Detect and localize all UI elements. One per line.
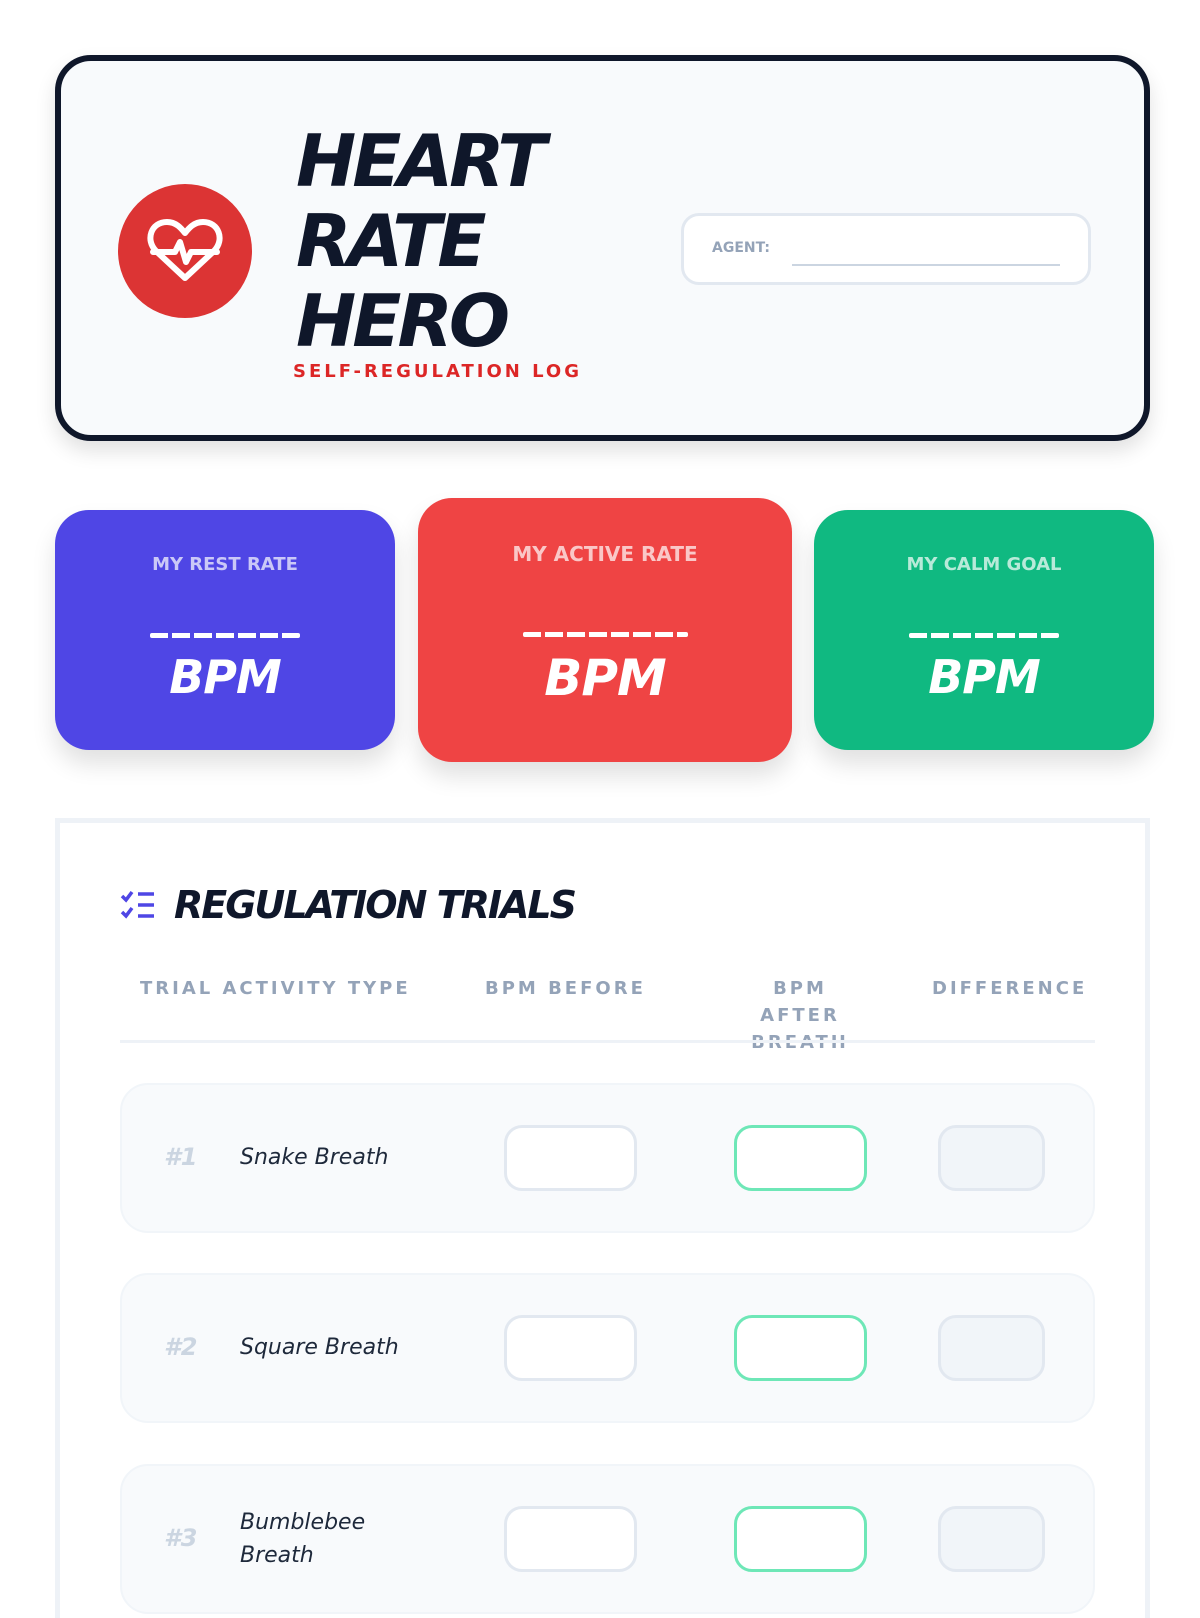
difference-field <box>938 1315 1045 1381</box>
title-line: HERO <box>296 279 510 363</box>
trial-name: Snake Breath <box>240 1145 389 1170</box>
agent-label: AGENT: <box>712 240 770 256</box>
trial-name: Bumblebee Breath <box>240 1510 366 1568</box>
difference-field <box>938 1125 1045 1191</box>
trial-row: #2 Square Breath <box>120 1273 1095 1423</box>
active-rate-card: MY ACTIVE RATE BPM <box>418 498 792 762</box>
stat-label: MY REST RATE <box>152 554 298 575</box>
stat-unit: BPM <box>169 650 282 704</box>
stat-label: MY ACTIVE RATE <box>512 542 698 566</box>
bpm-after-input[interactable] <box>734 1506 867 1572</box>
calm-goal-card: MY CALM GOAL BPM <box>814 510 1154 750</box>
rest-rate-input[interactable] <box>150 633 300 638</box>
stat-label: MY CALM GOAL <box>906 554 1062 575</box>
trial-number: #2 <box>164 1333 198 1361</box>
divider <box>120 1040 1095 1043</box>
header-card: HEART RATE HERO SELF-REGULATION LOG AGEN… <box>55 55 1150 441</box>
trials-section: REGULATION TRIALS TRIAL ACTIVITY TYPE BP… <box>55 818 1150 1618</box>
section-title: REGULATION TRIALS <box>174 883 577 927</box>
column-header: BPM AFTER BREATH <box>751 978 846 1053</box>
trial-number: #3 <box>164 1524 198 1552</box>
trial-row: #3 Bumblebee Breath <box>120 1464 1095 1614</box>
app-title: HEART RATE HERO <box>296 119 546 363</box>
bpm-before-input[interactable] <box>504 1506 637 1572</box>
subtitle: SELF-REGULATION LOG <box>293 361 583 382</box>
stat-unit: BPM <box>928 650 1041 704</box>
active-rate-input[interactable] <box>522 632 688 637</box>
difference-field <box>938 1506 1045 1572</box>
rest-rate-card: MY REST RATE BPM <box>55 510 395 750</box>
column-header: DIFFERENCE <box>932 978 1088 999</box>
checklist-icon <box>120 890 154 919</box>
calm-goal-input[interactable] <box>909 633 1059 638</box>
column-header: BPM BEFORE <box>485 978 646 999</box>
heart-pulse-icon <box>118 184 252 318</box>
trial-row: #1 Snake Breath <box>120 1083 1095 1233</box>
agent-input[interactable] <box>792 264 1060 266</box>
bpm-after-input[interactable] <box>734 1125 867 1191</box>
agent-field[interactable]: AGENT: <box>681 213 1091 285</box>
trial-number: #1 <box>164 1143 198 1171</box>
trial-name: Square Breath <box>240 1335 399 1360</box>
bpm-after-input[interactable] <box>734 1315 867 1381</box>
bpm-before-input[interactable] <box>504 1315 637 1381</box>
title-line: RATE <box>296 199 487 283</box>
column-header: TRIAL ACTIVITY TYPE <box>140 978 411 999</box>
bpm-before-input[interactable] <box>504 1125 637 1191</box>
stat-unit: BPM <box>544 649 667 707</box>
title-line: HEART <box>296 119 546 203</box>
